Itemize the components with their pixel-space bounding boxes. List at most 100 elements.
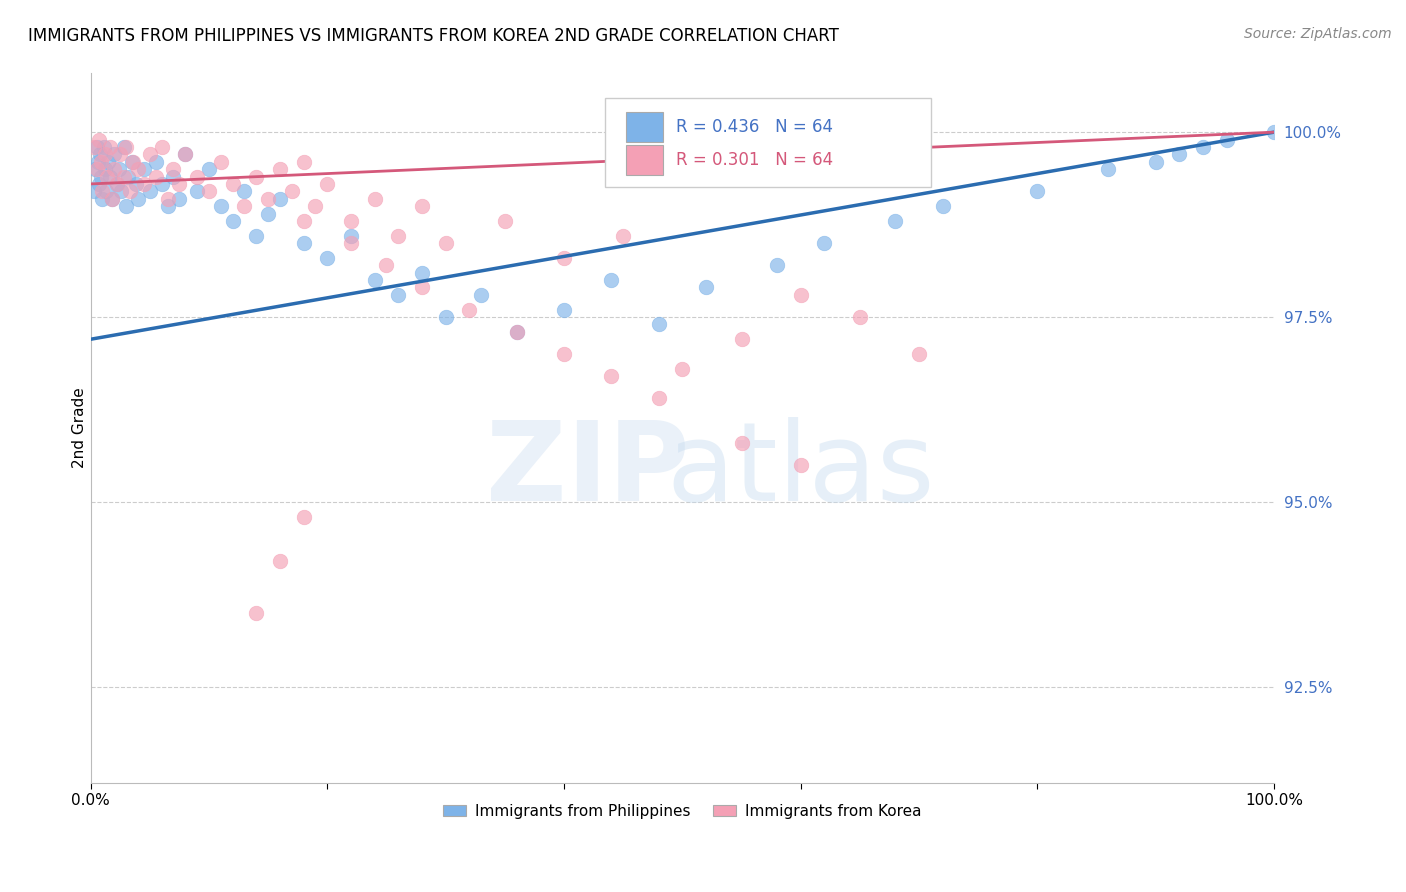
Point [730, 435, 752, 450]
Point [101, 192, 124, 206]
Text: R = 0.301   N = 64: R = 0.301 N = 64 [676, 151, 834, 169]
Point [221, 177, 243, 191]
Point [789, 458, 811, 472]
Point [233, 199, 256, 213]
Point [340, 236, 363, 251]
Point [292, 509, 315, 524]
Point [245, 169, 267, 184]
Point [127, 192, 149, 206]
Point [94, 162, 117, 177]
Point [86, 140, 108, 154]
Point [110, 184, 132, 198]
Point [209, 154, 232, 169]
Point [269, 162, 291, 177]
Point [340, 228, 363, 243]
Point [91, 192, 114, 206]
Point [87, 177, 110, 191]
Bar [626, 112, 664, 142]
Point [94, 184, 117, 198]
Point [132, 162, 155, 177]
Point [98, 169, 121, 184]
Point [124, 177, 146, 191]
Point [292, 154, 315, 169]
Point [553, 251, 575, 265]
Point [908, 347, 931, 361]
Point [494, 214, 516, 228]
Point [209, 199, 232, 213]
Point [434, 310, 457, 324]
Point [150, 140, 173, 154]
Point [139, 147, 162, 161]
Point [115, 140, 138, 154]
Point [101, 192, 124, 206]
Point [269, 554, 291, 568]
Point [257, 192, 280, 206]
Point [198, 184, 221, 198]
Point [169, 177, 191, 191]
Point [257, 206, 280, 220]
Point [150, 177, 173, 191]
Point [505, 325, 527, 339]
Point [132, 177, 155, 191]
Point [90, 169, 112, 184]
Legend: Immigrants from Philippines, Immigrants from Korea: Immigrants from Philippines, Immigrants … [437, 797, 928, 825]
Point [647, 318, 669, 332]
Point [198, 162, 221, 177]
Point [96, 169, 118, 184]
Point [340, 214, 363, 228]
Point [600, 273, 623, 287]
Point [122, 154, 145, 169]
FancyBboxPatch shape [606, 98, 931, 186]
Point [387, 228, 409, 243]
Point [156, 192, 179, 206]
Point [470, 288, 492, 302]
Point [387, 288, 409, 302]
Point [269, 192, 291, 206]
Point [186, 169, 208, 184]
Point [233, 184, 256, 198]
Point [363, 273, 385, 287]
Point [505, 325, 527, 339]
Point [121, 154, 143, 169]
Point [849, 310, 872, 324]
Point [94, 147, 117, 161]
Point [90, 154, 112, 169]
Point [1026, 184, 1049, 198]
Point [108, 162, 131, 177]
Point [118, 184, 141, 198]
Point [97, 154, 120, 169]
Point [553, 302, 575, 317]
Point [375, 258, 398, 272]
Point [105, 177, 128, 191]
Point [245, 606, 267, 620]
Point [304, 199, 326, 213]
Point [281, 184, 304, 198]
Point [127, 162, 149, 177]
Point [162, 162, 184, 177]
Point [83, 184, 105, 198]
Point [83, 140, 105, 154]
Point [411, 199, 433, 213]
Point [169, 192, 191, 206]
Point [112, 140, 135, 154]
Text: R = 0.436   N = 64: R = 0.436 N = 64 [676, 118, 834, 136]
Point [91, 184, 114, 198]
Point [292, 214, 315, 228]
Point [117, 169, 139, 184]
Point [93, 140, 115, 154]
Point [98, 140, 121, 154]
Point [363, 192, 385, 206]
Point [103, 162, 125, 177]
Y-axis label: 2nd Grade: 2nd Grade [72, 388, 87, 468]
Point [766, 258, 789, 272]
Point [553, 347, 575, 361]
Point [458, 302, 481, 317]
Point [87, 132, 110, 146]
Point [139, 184, 162, 198]
Point [1215, 132, 1237, 146]
Text: ZIP: ZIP [486, 417, 689, 524]
Point [89, 147, 111, 161]
Point [730, 332, 752, 346]
Text: IMMIGRANTS FROM PHILIPPINES VS IMMIGRANTS FROM KOREA 2ND GRADE CORRELATION CHART: IMMIGRANTS FROM PHILIPPINES VS IMMIGRANT… [28, 27, 839, 45]
Point [186, 184, 208, 198]
